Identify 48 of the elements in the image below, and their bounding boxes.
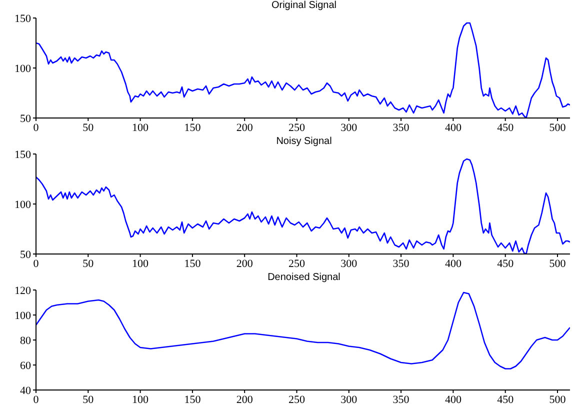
x-tick-label: 100	[132, 122, 150, 134]
y-tick-label: 120	[14, 284, 32, 297]
x-tick-label: 200	[236, 258, 254, 270]
chart-title: Denoised Signal	[266, 272, 342, 285]
x-tick-label: 500	[549, 122, 566, 134]
x-tick-label: 300	[340, 258, 358, 270]
x-tick-label: 350	[392, 122, 410, 134]
y-tick-label: 100	[14, 198, 32, 211]
x-tick-label: 0	[33, 258, 40, 270]
x-tick-label: 500	[549, 394, 566, 406]
y-tick-label: 150	[14, 12, 32, 25]
x-tick-label: 150	[184, 394, 202, 406]
y-tick-label: 150	[14, 148, 32, 161]
x-tick-label: 300	[340, 122, 358, 134]
chart-title: Original Signal	[270, 0, 338, 13]
x-tick-label: 150	[184, 258, 202, 270]
x-tick-label: 200	[236, 394, 254, 406]
y-tick-label: 50	[20, 112, 32, 125]
x-tick-label: 200	[236, 122, 254, 134]
x-tick-label: 450	[497, 258, 514, 270]
chart-title: Noisy Signal	[275, 136, 333, 149]
x-tick-label: 50	[82, 258, 94, 270]
x-tick-label: 400	[444, 394, 462, 406]
x-tick-label: 100	[132, 394, 150, 406]
x-tick-label: 350	[392, 394, 410, 406]
x-tick-label: 300	[340, 394, 358, 406]
x-tick-label: 450	[497, 394, 514, 406]
x-tick-label: 0	[33, 394, 40, 406]
y-tick-label: 60	[20, 360, 32, 372]
y-tick-label: 100	[14, 62, 32, 75]
y-tick-label: 50	[20, 248, 32, 261]
x-tick-label: 250	[288, 122, 306, 134]
line-series	[36, 292, 570, 370]
x-tick-label: 100	[132, 258, 150, 270]
y-tick-label: 80	[20, 334, 32, 347]
x-tick-label: 400	[444, 258, 462, 270]
x-tick-label: 250	[288, 258, 306, 270]
y-tick-label: 40	[20, 384, 32, 397]
x-tick-label: 50	[82, 122, 94, 134]
x-tick-label: 0	[33, 122, 40, 134]
y-tick-label: 100	[14, 310, 32, 322]
x-tick-label: 50	[82, 394, 94, 406]
x-tick-label: 250	[288, 394, 306, 406]
x-tick-label: 450	[497, 122, 514, 134]
x-tick-label: 150	[184, 122, 202, 134]
x-tick-label: 400	[444, 122, 462, 134]
x-tick-label: 350	[392, 258, 410, 270]
x-tick-label: 500	[549, 258, 566, 270]
